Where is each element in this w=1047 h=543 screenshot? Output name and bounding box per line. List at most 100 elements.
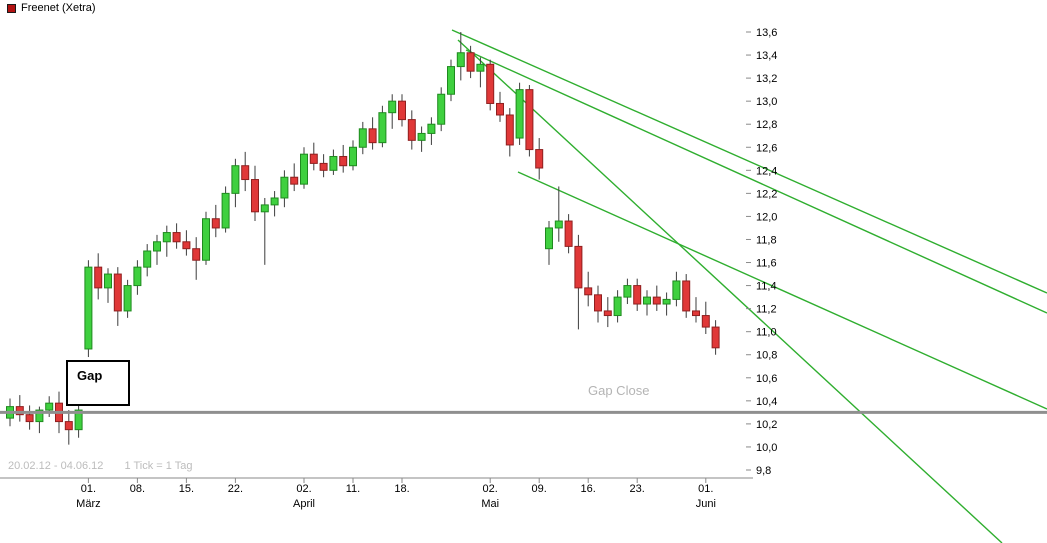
candle-body[interactable] [554,220,563,229]
y-axis-label: 12,2 [756,188,777,200]
x-axis-label: 01. [81,483,96,495]
candle-body[interactable] [711,326,720,349]
candle-body[interactable] [701,315,710,328]
candle-body[interactable] [74,409,83,431]
candle-body[interactable] [309,153,318,164]
y-axis-label: 10,8 [756,350,777,362]
candle-body[interactable] [643,296,651,305]
candle-body[interactable] [15,406,24,416]
range-info: 20.02.12 - 04.06.12 1 Tick = 1 Tag [8,460,192,472]
x-axis-label: 02. [296,483,311,495]
candle-body[interactable] [143,250,152,268]
candle-body[interactable] [153,241,161,252]
gap-annotation-box: Gap [66,360,130,406]
candle-body[interactable] [300,153,308,185]
candle-body[interactable] [339,155,348,167]
x-axis-label: 08. [130,483,145,495]
candle-body[interactable] [662,298,671,305]
x-axis-label: 02. [483,483,498,495]
y-axis-label: 13,4 [756,50,777,62]
y-axis-label: 11,4 [756,281,777,293]
candle-body[interactable] [251,179,259,213]
candle-body[interactable] [476,63,485,72]
y-axis-label: 13,6 [756,27,777,39]
y-axis-label: 10,0 [756,442,777,454]
x-axis-label: 11. [346,483,360,495]
candle-body[interactable] [162,232,171,243]
candle-body[interactable] [672,280,681,300]
candle-body[interactable] [45,402,54,411]
candle-body[interactable] [349,146,357,167]
trend-line [517,171,1047,410]
candle-body[interactable] [486,63,495,104]
candle-body[interactable] [594,294,602,312]
candle-body[interactable] [466,52,475,72]
x-axis-month-label: Mai [481,498,499,510]
candle-body[interactable] [329,155,338,171]
candle-body[interactable] [290,176,299,185]
y-axis-label: 10,4 [756,396,777,408]
x-axis-label: 16. [581,483,596,495]
candle-body[interactable] [270,197,279,206]
candle-body[interactable] [535,149,544,169]
candle-body[interactable] [417,132,426,141]
candle-body[interactable] [202,218,210,261]
y-axis-label: 10,2 [756,419,777,431]
candle-body[interactable] [104,273,112,289]
candle-body[interactable] [94,266,103,289]
candle-body[interactable] [182,241,191,250]
candle-body[interactable] [221,192,230,229]
candle-body[interactable] [496,102,504,116]
y-axis-label: 10,6 [756,373,777,385]
candle-body[interactable] [368,128,377,144]
candle-body[interactable] [505,114,514,146]
candle-body[interactable] [613,296,622,317]
candle-body[interactable] [574,245,583,289]
candle-body[interactable] [113,273,122,312]
candle-body[interactable] [692,310,700,317]
candle-body[interactable] [211,218,220,229]
candle-body[interactable] [192,248,201,261]
candle-body[interactable] [231,165,240,194]
candle-body[interactable] [84,266,93,350]
candle-body[interactable] [388,100,397,114]
candle-body[interactable] [584,287,593,296]
x-axis-label: 22. [228,483,243,495]
candle-body[interactable] [64,421,73,431]
candle-body[interactable] [133,266,142,287]
candle-body[interactable] [564,220,573,247]
candle-body[interactable] [545,227,553,250]
candle-body[interactable] [633,285,642,305]
candle-body[interactable] [241,165,250,181]
y-axis-label: 12,8 [756,119,777,131]
candle-body[interactable] [398,100,406,121]
candle-body[interactable] [260,204,269,213]
candle-body[interactable] [319,162,328,171]
y-axis-label: 12,6 [756,142,777,154]
y-axis-label: 12,0 [756,211,777,223]
y-axis-label: 11,6 [756,258,777,270]
gap-annotation-label: Gap [77,368,103,383]
candle-body[interactable] [456,52,465,68]
candle-body[interactable] [280,176,289,199]
candle-body[interactable] [447,66,455,95]
candle-body[interactable] [682,280,691,312]
candle-body[interactable] [35,409,44,423]
y-axis-label: 11,8 [756,234,777,246]
candle-body[interactable] [172,232,181,243]
candle-body[interactable] [123,285,132,312]
candle-body[interactable] [525,89,534,151]
candle-body[interactable] [603,310,612,317]
candle-body[interactable] [623,285,632,298]
candle-body[interactable] [407,119,416,141]
candle-body[interactable] [437,93,446,125]
candle-body[interactable] [515,89,524,139]
candle-body[interactable] [358,128,367,148]
candle-body[interactable] [25,414,34,423]
candle-body[interactable] [652,296,661,305]
trend-line [451,29,1047,294]
candle-body[interactable] [378,112,387,144]
candle-body[interactable] [427,123,436,134]
